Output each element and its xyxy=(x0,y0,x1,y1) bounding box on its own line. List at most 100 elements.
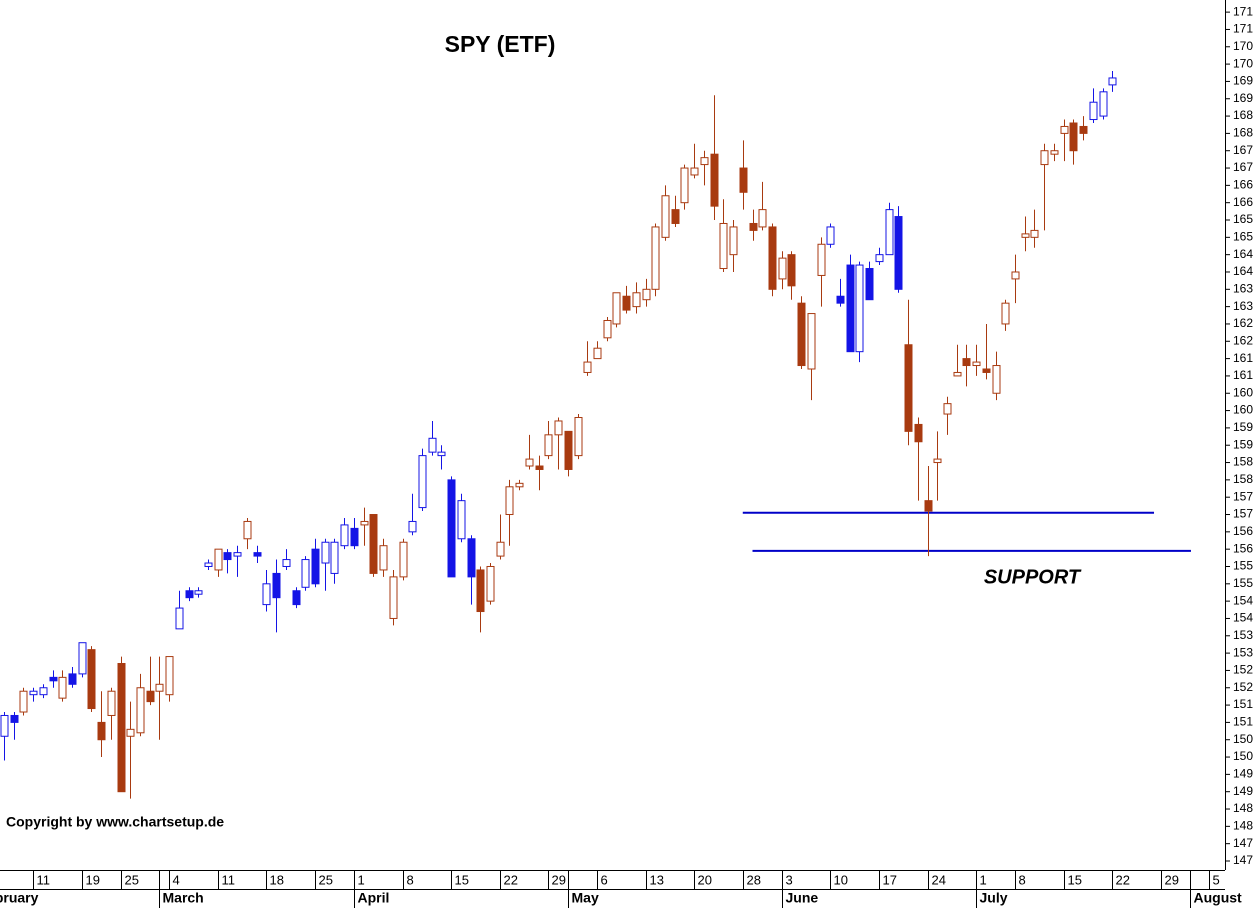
y-tick-label: 153 xyxy=(1233,645,1253,659)
month-label: February xyxy=(0,890,39,906)
x-tick-label: 5 xyxy=(1213,872,1220,887)
candle-body xyxy=(399,541,408,578)
y-tick-label: 164 xyxy=(1233,264,1253,278)
candle-body xyxy=(680,167,689,204)
candle-body xyxy=(719,222,728,270)
candle-body xyxy=(146,690,155,703)
x-tick-label: 24 xyxy=(932,872,946,887)
y-tick-label: 162 xyxy=(1233,333,1253,347)
candle-body xyxy=(486,565,495,602)
y-tick-label: 152 xyxy=(1233,663,1253,677)
candle-body xyxy=(233,552,242,557)
x-tick-label: 25 xyxy=(125,872,139,887)
candle-body xyxy=(350,527,359,547)
candle-body xyxy=(175,607,184,630)
candle-body xyxy=(1069,122,1078,152)
y-tick-label: 156 xyxy=(1233,524,1253,538)
candle-body xyxy=(826,226,835,245)
candle-body xyxy=(369,514,378,574)
x-tick-label: 29 xyxy=(1165,872,1179,887)
candle-body xyxy=(476,569,485,613)
x-tick-label: 29 xyxy=(552,872,566,887)
candle-body xyxy=(953,371,962,377)
candle-body xyxy=(739,167,748,193)
y-tick-label: 154 xyxy=(1233,611,1253,625)
month-label: April xyxy=(358,890,390,906)
candle-body xyxy=(243,520,252,540)
y-tick-label: 168 xyxy=(1233,126,1253,140)
candle-body xyxy=(593,347,602,360)
x-tick-label: 1 xyxy=(980,872,987,887)
candle-body xyxy=(642,288,651,301)
candle-body xyxy=(126,728,135,737)
candle-body xyxy=(194,590,203,595)
candle-body xyxy=(58,676,67,699)
x-tick-label: 15 xyxy=(1068,872,1082,887)
candle-body xyxy=(914,423,923,443)
y-tick-label: 160 xyxy=(1233,403,1253,417)
x-tick-label: 15 xyxy=(455,872,469,887)
y-tick-label: 159 xyxy=(1233,437,1253,451)
candle-body xyxy=(204,562,213,567)
candle-body xyxy=(428,437,437,453)
candle-body xyxy=(671,209,680,224)
y-tick-label: 159 xyxy=(1233,420,1253,434)
candle-body xyxy=(155,683,164,692)
candle-body xyxy=(214,548,223,571)
copyright: Copyright by www.chartsetup.de xyxy=(6,814,224,830)
candle-body xyxy=(690,167,699,176)
x-tick-label: 8 xyxy=(407,872,414,887)
y-tick-label: 170 xyxy=(1233,39,1253,53)
candle-body xyxy=(78,642,87,675)
x-tick-label: 25 xyxy=(319,872,333,887)
candle-body xyxy=(583,361,592,373)
x-tick-label: 22 xyxy=(1116,872,1130,887)
candle-body xyxy=(1040,150,1049,166)
x-tick-label: 1 xyxy=(358,872,365,887)
candle-body xyxy=(515,482,524,488)
candle-body xyxy=(797,302,806,367)
y-tick-label: 163 xyxy=(1233,281,1253,295)
y-tick-label: 149 xyxy=(1233,767,1253,781)
candle-body xyxy=(282,559,291,567)
candle-body xyxy=(622,295,631,311)
candle-body xyxy=(700,157,709,166)
candle-body xyxy=(807,313,816,370)
y-tick-label: 169 xyxy=(1233,74,1253,88)
y-tick-label: 157 xyxy=(1233,507,1253,521)
candle-body xyxy=(447,479,456,578)
candle-body xyxy=(97,721,106,741)
x-tick-label: 10 xyxy=(834,872,848,887)
y-tick-label: 153 xyxy=(1233,628,1253,642)
y-tick-label: 170 xyxy=(1233,56,1253,70)
y-tick-label: 158 xyxy=(1233,472,1253,486)
y-tick-label: 171 xyxy=(1233,22,1253,36)
x-tick-label: 18 xyxy=(270,872,284,887)
candle-body xyxy=(768,226,777,290)
candle-body xyxy=(778,257,787,280)
candle-body xyxy=(10,714,19,723)
y-tick-label: 147 xyxy=(1233,853,1253,867)
candle-body xyxy=(729,226,738,256)
candle-body xyxy=(457,500,466,540)
candle-body xyxy=(632,292,641,308)
candle-body xyxy=(885,209,894,256)
x-tick-label: 8 xyxy=(1019,872,1026,887)
candle-body xyxy=(787,254,796,287)
candle-body xyxy=(19,690,28,713)
candle-body xyxy=(603,319,612,339)
candle-body xyxy=(982,368,991,373)
candle-body xyxy=(1001,302,1010,325)
month-label: August xyxy=(1194,890,1243,906)
candle-body xyxy=(0,714,9,737)
y-tick-label: 160 xyxy=(1233,385,1253,399)
candle-body xyxy=(972,361,981,367)
candle-body xyxy=(418,455,427,509)
candle-body xyxy=(165,656,174,696)
candle-body xyxy=(894,216,903,290)
x-tick-label: 4 xyxy=(173,872,180,887)
y-tick-label: 147 xyxy=(1233,836,1253,850)
candle-body xyxy=(875,254,884,263)
